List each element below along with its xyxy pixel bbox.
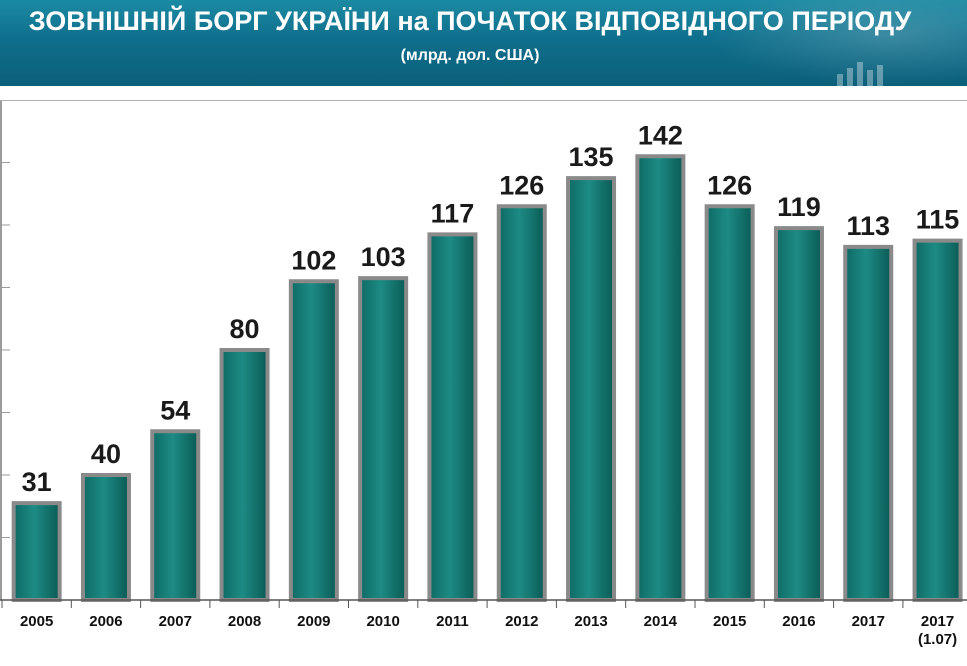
x-tick-label: (1.07) [918, 631, 957, 648]
data-label: 103 [361, 242, 406, 272]
data-label: 117 [431, 198, 475, 228]
bar-2008 [219, 348, 270, 602]
bar-chart: 31 40 54 80 102 103 117 126 135 142 126 119 113 115 2… [0, 100, 967, 648]
x-tick-label: 2017 [921, 613, 954, 630]
bar-2010 [358, 276, 409, 602]
x-tick-label: 2005 [20, 613, 53, 630]
data-label: 126 [499, 170, 544, 200]
data-label: 119 [777, 192, 821, 222]
bar-2006 [80, 473, 131, 602]
x-tick-label: 2015 [713, 613, 746, 630]
bar-2011 [427, 232, 478, 602]
bar-2017 [843, 244, 894, 602]
bar-2009 [288, 279, 339, 602]
decorative-bars-icon [837, 62, 883, 86]
x-tick-label: 2011 [436, 613, 469, 630]
data-label: 54 [160, 395, 190, 425]
x-tick-label: 2014 [644, 613, 678, 630]
data-label: 102 [291, 245, 336, 275]
data-label: 115 [916, 205, 960, 235]
x-tick-label: 2009 [297, 613, 330, 630]
bar-2015 [704, 204, 755, 602]
chart-title: ЗОВНІШНІЙ БОРГ УКРАЇНИ на ПОЧАТОК ВІДПОВ… [28, 6, 912, 36]
bar-2016 [773, 226, 824, 602]
data-label: 80 [230, 314, 260, 344]
data-label: 31 [22, 467, 52, 497]
x-tick-label: 2008 [228, 613, 261, 630]
data-label: 113 [846, 211, 890, 241]
x-tick-label: 2007 [159, 613, 192, 630]
title-banner: ЗОВНІШНІЙ БОРГ УКРАЇНИ на ПОЧАТОК ВІДПОВ… [0, 0, 967, 86]
bar-2017-(1.07) [912, 238, 963, 602]
chart-subtitle: (млрд. дол. США) [400, 47, 540, 64]
gridlines [0, 100, 967, 600]
x-tick-label: 2006 [89, 613, 122, 630]
bar-2013 [566, 176, 617, 602]
x-tick-label: 2010 [366, 613, 399, 630]
x-tick-label: 2016 [782, 613, 815, 630]
bar-2005 [11, 501, 62, 602]
data-label: 135 [569, 142, 614, 172]
bars [11, 154, 963, 602]
data-label: 142 [638, 120, 683, 150]
data-label: 40 [91, 439, 121, 469]
x-tick-label: 2017 [852, 613, 885, 630]
data-labels: 31 40 54 80 102 103 117 126 135 142 126 119 113 115 [22, 120, 960, 497]
bar-2012 [496, 204, 547, 602]
x-axis: 2005 2006 2007 2008 2009 2010 2011 2012 2013 2014… [0, 599, 967, 648]
x-tick-label: 2013 [574, 613, 607, 630]
x-tick-label: 2012 [505, 613, 538, 630]
bar-2014 [635, 154, 686, 602]
bar-2007 [150, 429, 201, 602]
data-label: 126 [707, 170, 752, 200]
